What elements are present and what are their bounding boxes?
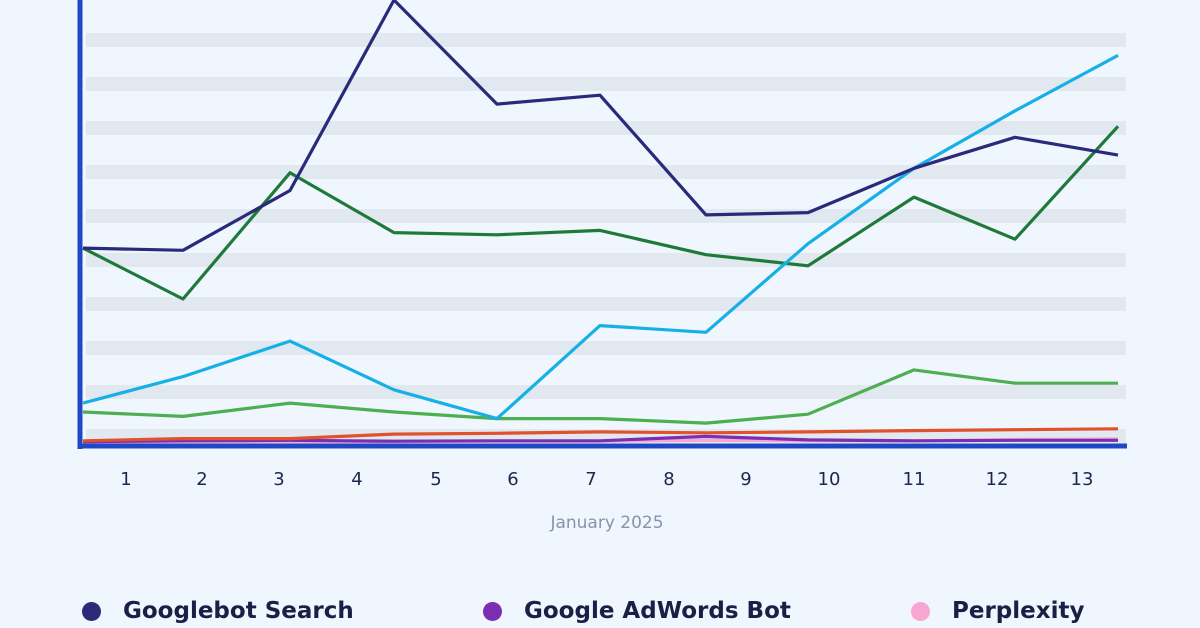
gridline — [86, 33, 1126, 47]
x-tick-label: 7 — [585, 469, 596, 490]
gridline — [86, 77, 1126, 91]
x-tick-label: 6 — [507, 469, 518, 490]
x-tick-label: 11 — [903, 469, 926, 490]
x-tick-label: 5 — [430, 469, 441, 490]
gridline — [86, 209, 1126, 223]
gridline — [86, 253, 1126, 267]
legend-item-googlebot-search[interactable]: Googlebot Search — [82, 594, 354, 628]
x-axis-label: January 2025 — [549, 513, 663, 533]
gridline — [86, 165, 1126, 179]
axes — [77, 0, 1127, 449]
legend-dot-icon — [483, 601, 502, 621]
gridline — [86, 121, 1126, 135]
series-line-3 — [82, 368, 1118, 425]
legend-dot-icon — [911, 601, 930, 621]
x-tick-label: 12 — [986, 469, 1009, 490]
series-line-5 — [82, 434, 1118, 444]
series-line-4 — [82, 427, 1119, 443]
x-tick-label: 13 — [1071, 469, 1094, 490]
x-tick-label: 8 — [663, 469, 674, 490]
x-tick-label: 2 — [196, 469, 207, 490]
legend-dot-icon — [82, 601, 101, 621]
x-tick-label: 9 — [740, 469, 751, 490]
series-line-1 — [82, 53, 1119, 421]
series-line-2 — [82, 125, 1120, 301]
x-tick-label: 10 — [818, 469, 841, 490]
series-lines — [82, 0, 1120, 444]
x-tick-labels: 1 2 3 4 5 6 7 8 9 10 11 12 13 — [120, 469, 1093, 490]
gridline — [86, 297, 1126, 311]
series-line-0 — [82, 0, 1119, 252]
legend: Googlebot Search Google AdWords Bot Perp… — [0, 594, 1200, 628]
legend-item-google-adwords-bot[interactable]: Google AdWords Bot — [483, 594, 791, 628]
legend-item-perplexity[interactable]: Perplexity — [911, 594, 1084, 628]
legend-label: Googlebot Search — [123, 598, 354, 624]
gridline — [86, 385, 1126, 399]
legend-label: Perplexity — [952, 598, 1085, 624]
x-tick-label: 3 — [273, 469, 284, 490]
gridline — [86, 341, 1126, 355]
x-tick-label: 1 — [120, 469, 131, 490]
x-tick-label: 4 — [351, 469, 362, 490]
gridlines — [86, 33, 1126, 443]
legend-label: Google AdWords Bot — [524, 598, 791, 624]
